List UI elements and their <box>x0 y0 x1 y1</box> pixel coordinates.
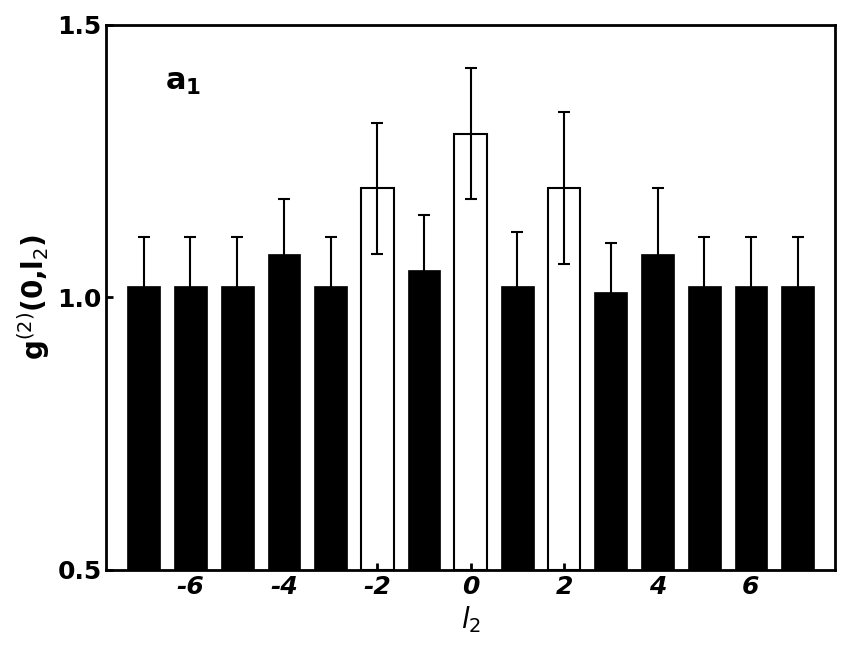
Bar <box>361 188 394 570</box>
Bar <box>408 270 440 570</box>
Bar <box>268 254 300 570</box>
Bar <box>455 133 487 570</box>
Bar <box>128 286 160 570</box>
X-axis label: $l_2$: $l_2$ <box>461 604 481 635</box>
Bar <box>594 292 627 570</box>
Y-axis label: g$^{(2)}$(0,l$_2$): g$^{(2)}$(0,l$_2$) <box>15 234 52 360</box>
Bar <box>781 286 814 570</box>
Bar <box>547 188 581 570</box>
Bar <box>221 286 253 570</box>
Bar <box>688 286 721 570</box>
Bar <box>174 286 207 570</box>
Bar <box>734 286 768 570</box>
Bar <box>314 286 347 570</box>
Text: $\mathbf{a_1}$: $\mathbf{a_1}$ <box>165 68 201 97</box>
Bar <box>641 254 674 570</box>
Bar <box>501 286 534 570</box>
